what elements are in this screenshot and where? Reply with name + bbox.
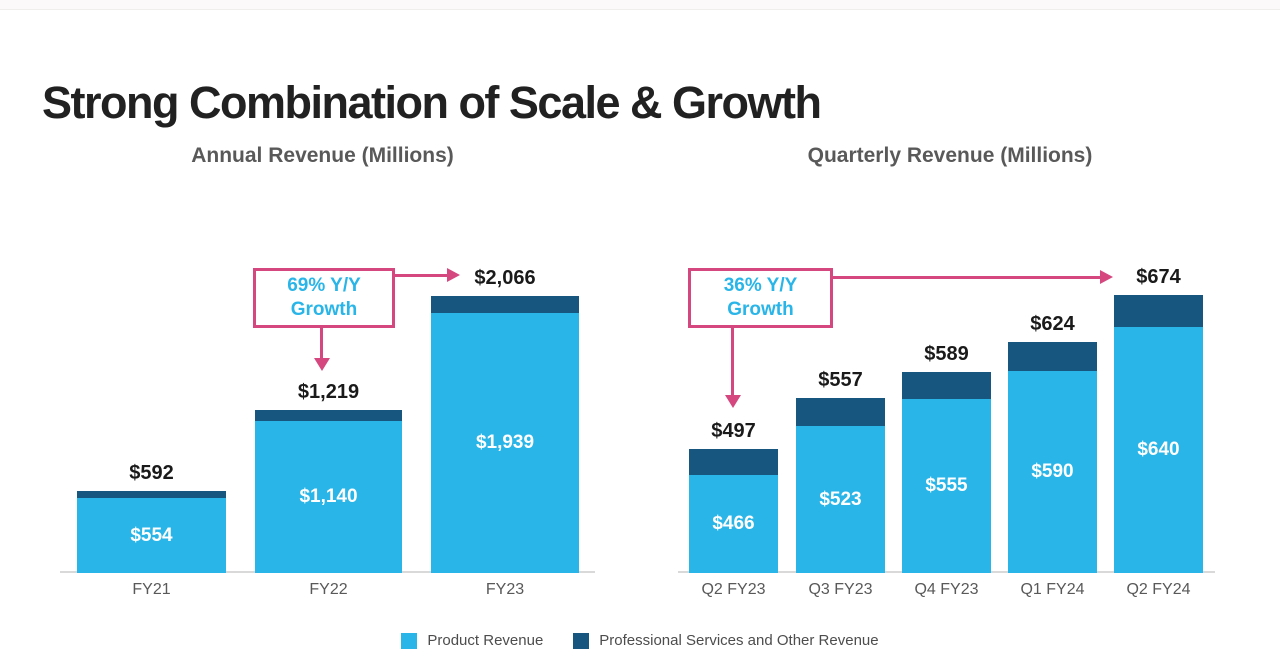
annotation-arrow-right-annual [395,274,447,277]
product-revenue-segment: $555 [902,399,991,573]
annual-chart-title: Annual Revenue (Millions) [191,144,454,167]
legend-item-services-revenue: Professional Services and Other Revenue [573,632,879,649]
bar-fy21: $554 [77,491,226,573]
product-revenue-segment: $1,140 [255,421,402,573]
annotation-arrowhead-right-quarterly [1100,270,1113,284]
product-revenue-value-label: $554 [130,524,173,546]
annotation-arrowhead-right-annual [447,268,460,282]
growth-annotation-annual: 69% Y/Y Growth [253,268,395,328]
bar-q2-fy24: $640 [1114,295,1203,573]
services-revenue-segment [902,372,991,399]
services-revenue-segment [431,296,579,313]
total-revenue-label: $2,066 [474,267,536,289]
product-revenue-segment: $1,939 [431,313,579,573]
bar-q2-fy23: $466 [689,449,778,573]
services-revenue-segment [796,398,885,426]
bar-fy23: $1,939 [431,296,579,573]
legend-item-product-revenue: Product Revenue [401,632,543,649]
growth-annotation-quarterly: 36% Y/Y Growth [688,268,833,328]
x-axis-tick-label: Q2 FY23 [701,581,766,598]
annotation-arrow-right-quarterly [833,276,1100,279]
services-revenue-segment [1114,295,1203,327]
x-axis-tick-label: Q3 FY23 [808,581,873,598]
total-revenue-label: $557 [818,369,863,391]
product-revenue-segment: $466 [689,475,778,573]
legend: Product Revenue Professional Services an… [0,632,1280,649]
growth-annotation-line2: Growth [290,299,358,320]
services-revenue-segment [689,449,778,475]
bar-q3-fy23: $523 [796,398,885,573]
slide-top-strip [0,0,1280,10]
product-revenue-value-label: $590 [1031,461,1074,482]
bar-q1-fy24: $590 [1008,342,1097,573]
legend-label-services-revenue: Professional Services and Other Revenue [599,632,879,649]
x-axis-tick-label: Q2 FY24 [1126,581,1191,598]
services-revenue-segment [255,410,402,421]
product-revenue-value-label: $555 [925,475,968,496]
product-revenue-segment: $590 [1008,371,1097,573]
product-revenue-value-label: $1,939 [475,432,535,453]
total-revenue-label: $1,219 [297,381,360,403]
total-revenue-label: $674 [1136,266,1181,288]
growth-annotation-line2: Growth [727,299,794,320]
total-revenue-label: $592 [129,462,174,484]
services-revenue-segment [1008,342,1097,371]
bar-fy22: $1,140 [255,410,402,573]
product-revenue-segment: $640 [1114,327,1203,573]
x-axis-tick-label: FY21 [132,581,171,598]
x-axis-tick-label: FY22 [309,581,348,598]
x-axis-tick-label: FY23 [485,581,525,598]
annotation-arrowhead-down-quarterly [725,395,741,408]
growth-annotation-line1: 69% Y/Y [287,275,361,297]
product-revenue-swatch-icon [401,632,418,649]
x-axis-tick-label: Q1 FY24 [1020,581,1085,598]
annotation-arrow-down-quarterly [731,328,734,395]
annotation-arrow-down-annual [320,328,323,358]
bar-q4-fy23: $555 [902,372,991,573]
quarterly-chart-title: Quarterly Revenue (Millions) [807,144,1093,167]
total-revenue-label: $624 [1030,313,1075,335]
product-revenue-value-label: $1,140 [299,486,358,507]
product-revenue-segment: $554 [77,498,226,573]
product-revenue-value-label: $640 [1137,439,1180,460]
total-revenue-label: $589 [924,343,969,365]
legend-label-product-revenue: Product Revenue [427,632,544,649]
services-revenue-swatch-icon [573,632,590,649]
services-revenue-segment [77,491,226,498]
x-axis-tick-label: Q4 FY23 [914,581,979,598]
product-revenue-segment: $523 [796,426,885,573]
growth-annotation-line1: 36% Y/Y [723,275,798,297]
annotation-arrowhead-down-annual [314,358,330,371]
product-revenue-value-label: $466 [712,513,755,534]
page-title: Strong Combination of Scale & Growth [42,77,822,129]
product-revenue-value-label: $523 [819,488,862,510]
total-revenue-label: $497 [711,420,756,442]
